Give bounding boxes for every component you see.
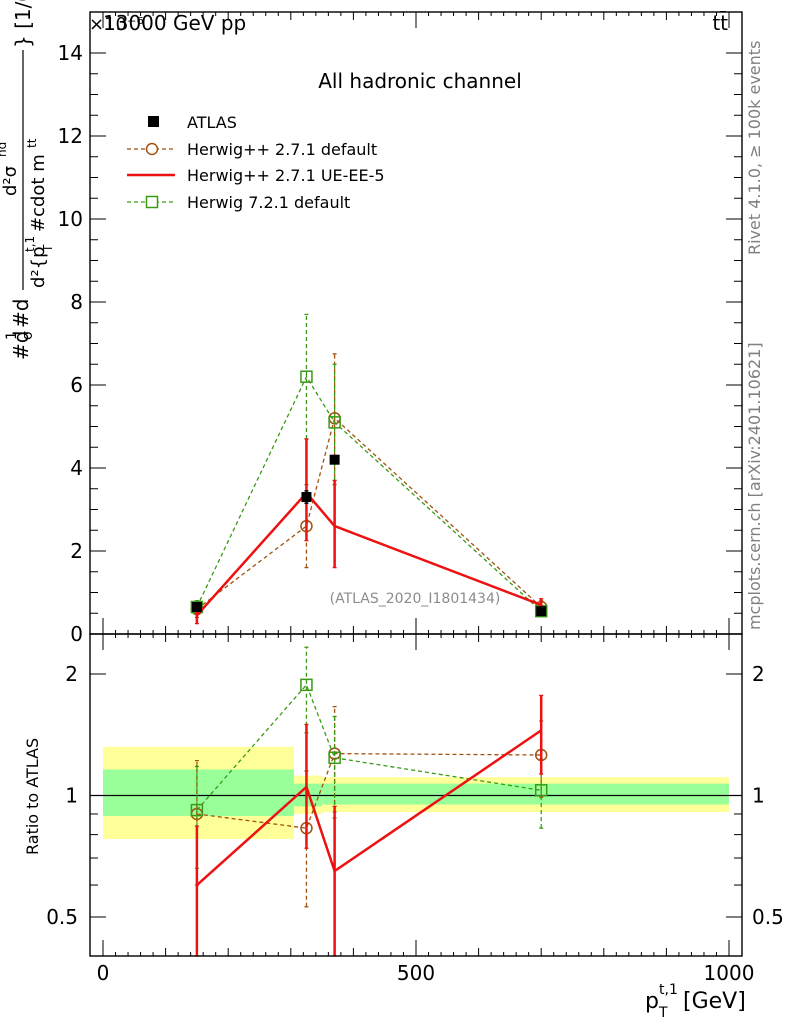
y-label-part: #d [9, 299, 33, 328]
data-point [328, 416, 341, 429]
data-point [536, 606, 547, 617]
data-point [300, 370, 313, 383]
tick-label: 10 [58, 207, 83, 231]
ratio-y-axis-label: Ratio to ATLAS [23, 738, 42, 855]
y-label-part: #cdot m [28, 154, 49, 232]
y-label-part: d²σ [0, 166, 21, 196]
x-axis-label: p T t,1 [GeV] [645, 982, 746, 1021]
series-line [196, 752, 542, 829]
tick-label: 6 [70, 373, 83, 397]
ratio-panel-series [190, 646, 548, 957]
series-line [196, 416, 542, 610]
series-line [195, 490, 542, 617]
tick-label: 0.5 [46, 905, 78, 929]
y-label-part: #d [9, 331, 33, 360]
rivet-label: Rivet 4.1.0, ≥ 100k events [745, 41, 764, 255]
legend-marker [145, 195, 159, 209]
data-point [301, 492, 312, 503]
legend-label: Herwig 7.2.1 default [187, 193, 350, 212]
analysis-label: (ATLAS_2020_I1801434) [330, 591, 501, 607]
tick-label: 4 [70, 456, 83, 480]
data-point [328, 751, 341, 765]
tick-label: 2 [65, 662, 78, 686]
series-line [196, 375, 542, 612]
y-label-part: 1 [4, 331, 20, 340]
y-label-part: T [41, 244, 55, 253]
legend: ATLAS Herwig++ 2.7.1 default Herwig++ 2.7.… [127, 113, 385, 212]
data-point [534, 784, 548, 797]
ratio-uncertainty-bands [103, 746, 729, 840]
legend-label: ATLAS [187, 113, 237, 132]
y-label-part: t,1 [23, 236, 37, 252]
y-label-part: σ [20, 331, 36, 340]
chart-title: All hadronic channel [318, 69, 522, 93]
data-point [191, 602, 202, 613]
y-label-part: } [1/GeV [11, 0, 35, 48]
y-exponent-label: ×10⁻⁶ [89, 14, 144, 35]
x-label-part: T [658, 1005, 668, 1021]
process-label: tt̄ [712, 10, 728, 35]
y-label-part: nd [0, 142, 9, 157]
tick-label: 0.5 [752, 905, 784, 929]
tick-label: 0 [70, 622, 83, 646]
tick-label: 1 [752, 784, 765, 808]
x-label-part: p [645, 989, 659, 1014]
legend-label: Herwig++ 2.7.1 UE-EE-5 [187, 166, 385, 185]
series-line [196, 683, 542, 811]
y-label-part: tt [25, 138, 39, 148]
legend-label: Herwig++ 2.7.1 default [187, 140, 377, 159]
tick-label: 12 [58, 124, 83, 148]
data-point [300, 678, 313, 692]
tick-label: 8 [70, 290, 83, 314]
main-panel-frame [89, 11, 743, 635]
tick-label: 2 [752, 662, 765, 686]
energy-label: 13000 GeV pp [103, 11, 246, 35]
data-point [190, 803, 204, 817]
data-point [329, 454, 340, 465]
x-label-part: t,1 [659, 982, 678, 998]
tick-label: 1000 [704, 961, 755, 985]
tick-label: 0 [97, 961, 110, 985]
y-label-part: d²{p [28, 246, 49, 288]
tick-label: 500 [397, 961, 435, 985]
legend-marker [148, 116, 159, 127]
uncertainty-band-inner [322, 783, 729, 805]
x-label-part: [GeV] [676, 989, 746, 1014]
series-line [196, 729, 542, 886]
main-y-axis-label: #d 1 σ #d d²σ nd d²{p T t,1 #cdot m tt }… [0, 0, 55, 360]
mcplots-label: mcplots.cern.ch [arXiv:2401.10621] [745, 342, 764, 630]
tick-label: 14 [58, 41, 83, 65]
main-panel-series [190, 313, 548, 625]
legend-marker [145, 142, 159, 156]
tick-label: 2 [70, 539, 83, 563]
tick-label: 1 [65, 784, 78, 808]
